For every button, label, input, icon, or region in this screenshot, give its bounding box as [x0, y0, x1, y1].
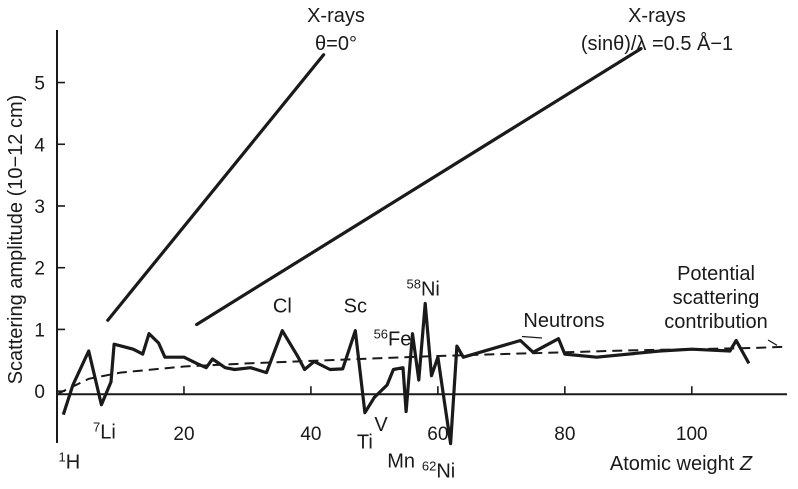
- isotope-label: 62Ni: [422, 458, 455, 483]
- labels: X-rays θ=0° X-rays (sinθ)/λ =0.5 Å−1 Neutron…: [59, 5, 778, 483]
- x-axis-title: Atomic weight Z: [610, 453, 753, 475]
- y-tick-label: 4: [34, 135, 45, 156]
- x-tick-label: 80: [554, 424, 575, 445]
- series-line-2: [195, 47, 643, 327]
- isotope-label: 1H: [59, 449, 81, 474]
- series-label-2: (sinθ)/λ =0.5 Å−1: [581, 32, 733, 55]
- isotope-label: V: [374, 414, 388, 436]
- plot-area: [56, 47, 788, 446]
- x-tick-label: 60: [427, 424, 448, 445]
- x-tick-label: 40: [300, 424, 321, 445]
- series-line-4: [56, 345, 788, 396]
- series-label-4: Potential: [677, 263, 755, 285]
- isotope-label: 58Ni: [406, 276, 439, 301]
- y-tick-label: 5: [34, 74, 45, 95]
- y-axis-title: Scattering amplitude (10−12 cm): [5, 95, 27, 385]
- y-tick-label: 1: [34, 320, 45, 341]
- series-label-4: contribution: [664, 311, 767, 333]
- series-label-1: θ=0°: [315, 33, 357, 55]
- potential-leader-line: [767, 339, 778, 346]
- x-tick-label: 100: [676, 424, 708, 445]
- series-line-1: [106, 53, 326, 322]
- series-label-1: X-rays: [307, 5, 365, 27]
- y-tick-label: 2: [34, 259, 45, 280]
- y-tick-label: 3: [34, 197, 45, 218]
- isotope-label: Cl: [273, 296, 292, 318]
- y-tick-label: 0: [34, 382, 45, 403]
- series-label-4: scattering: [673, 287, 760, 309]
- isotope-label: 56Fe: [374, 326, 412, 351]
- series-label-2: X-rays: [628, 5, 686, 27]
- series-label-3: Neutrons: [523, 310, 604, 332]
- isotope-label: Sc: [344, 296, 367, 318]
- neutrons-leader-line: [521, 335, 543, 339]
- x-tick-label: 20: [173, 424, 194, 445]
- axes: 0 1 2 3 4 5 20 40 60 80 100 Scattering amplitude (1…: [5, 30, 787, 475]
- isotope-label: Ti: [357, 432, 373, 454]
- series-line-3: [61, 301, 751, 446]
- isotope-label: Mn: [387, 451, 415, 473]
- isotope-label: 7Li: [93, 419, 116, 444]
